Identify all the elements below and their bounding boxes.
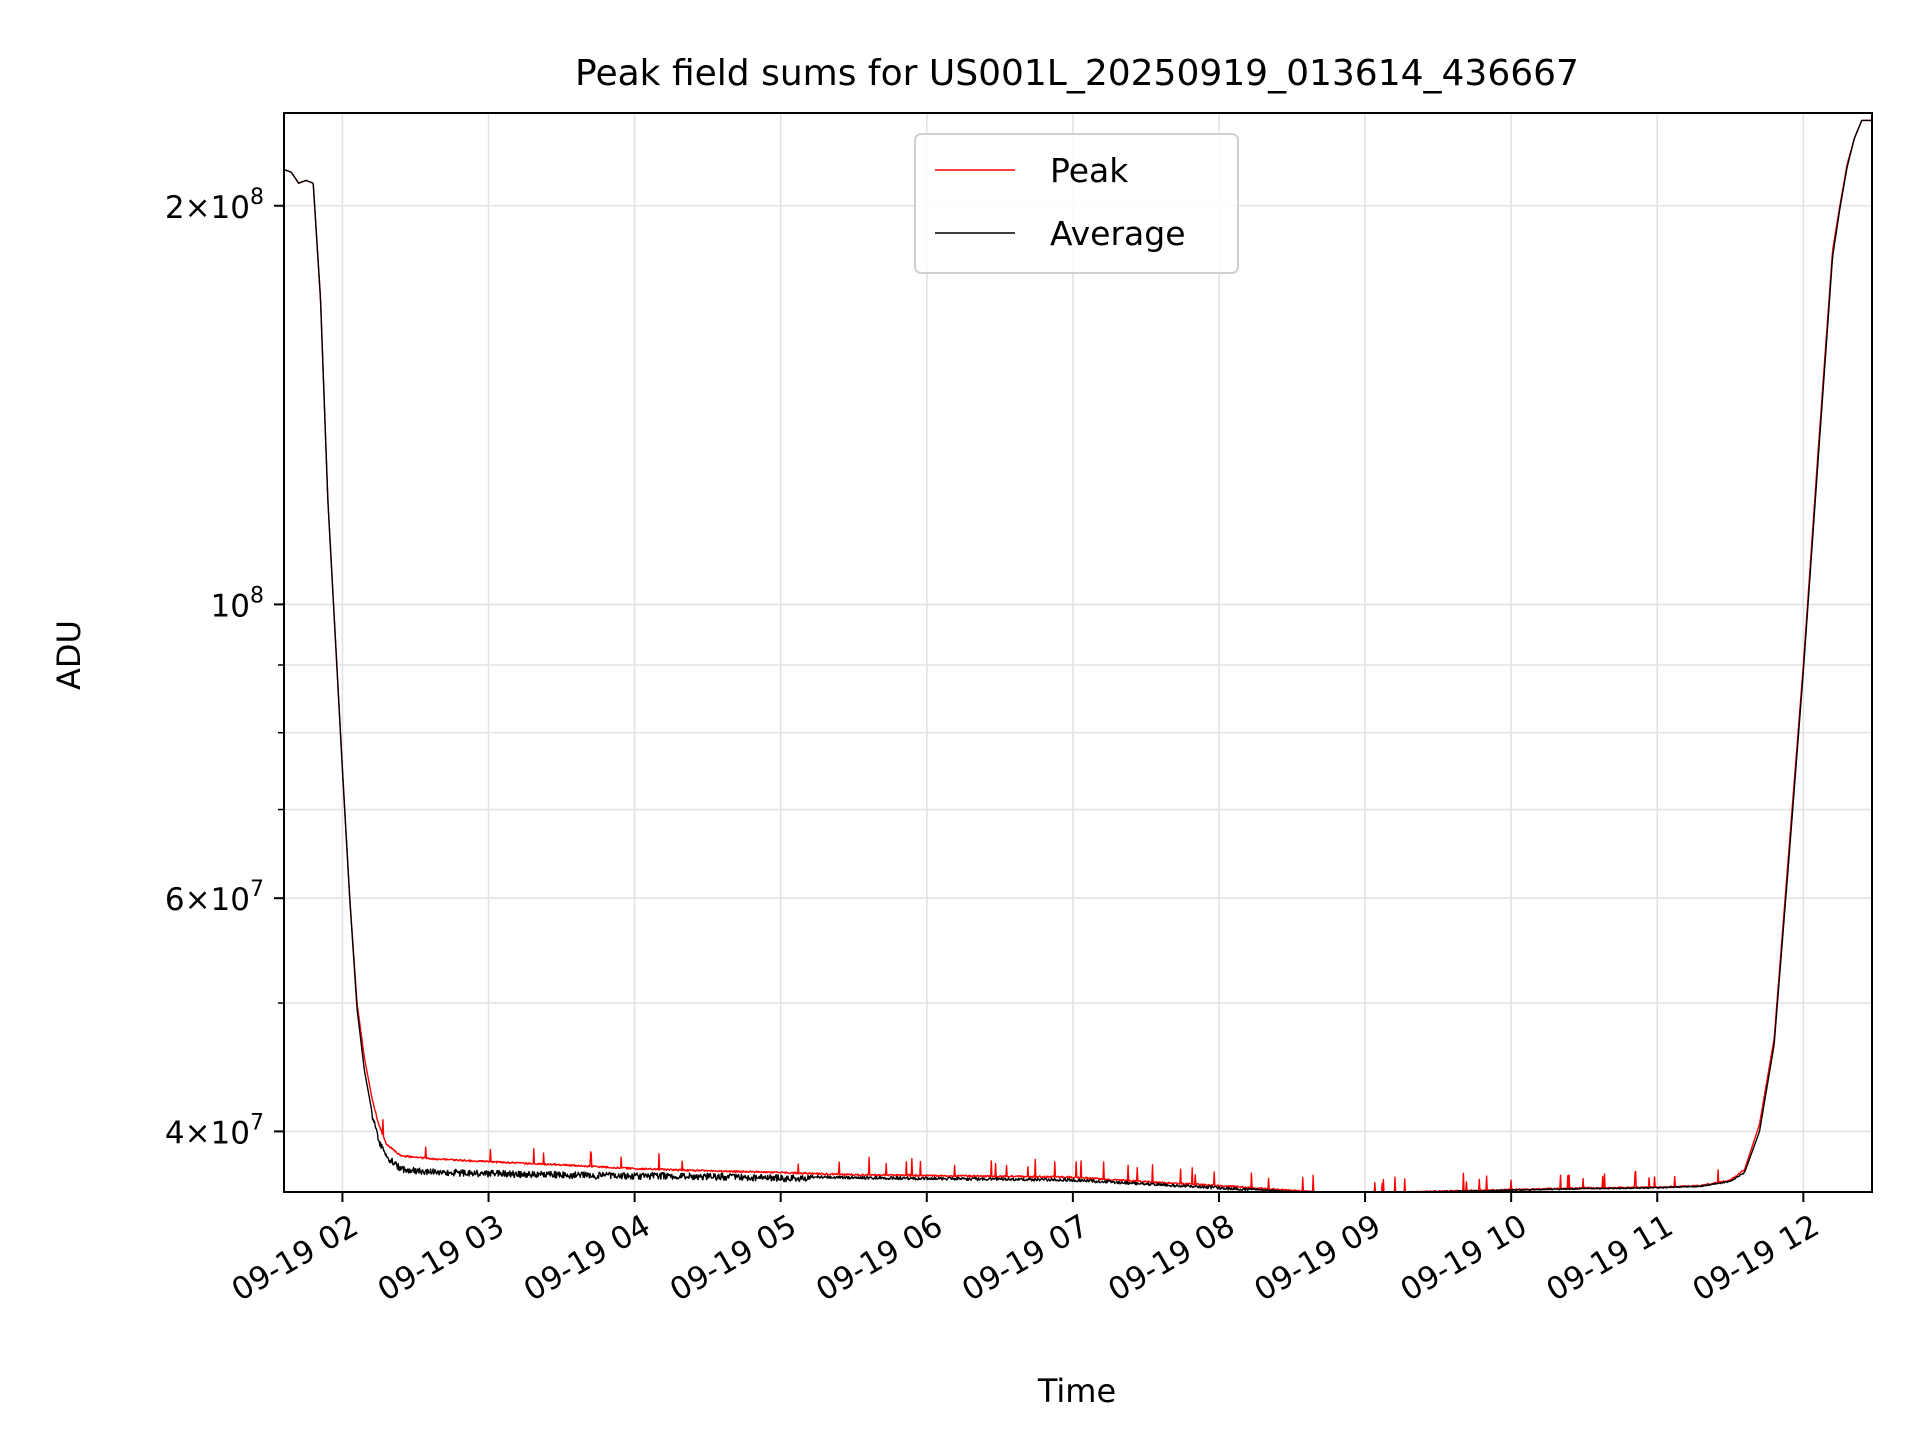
y-axis: 4×107 6×107 108 2×108	[165, 185, 284, 1151]
y-tick-label: 6×107	[165, 877, 264, 918]
chart-title: Peak field sums for US001L_20250919_0136…	[575, 53, 1579, 94]
legend-label-peak: Peak	[1050, 151, 1129, 190]
axes-frame	[283, 112, 1873, 1193]
y-axis-label: ADU	[50, 620, 88, 690]
y-tick-label: 108	[211, 583, 264, 624]
legend-label-average: Average	[1050, 214, 1186, 253]
legend: Peak Average	[914, 133, 1239, 274]
legend-box	[914, 133, 1239, 274]
y-tick-label: 2×108	[165, 185, 264, 226]
series-layer	[283, 119, 1873, 1193]
series-line-average	[283, 119, 1873, 1193]
x-axis-label: Time	[1037, 1372, 1116, 1410]
y-tick-label: 4×107	[165, 1110, 264, 1151]
